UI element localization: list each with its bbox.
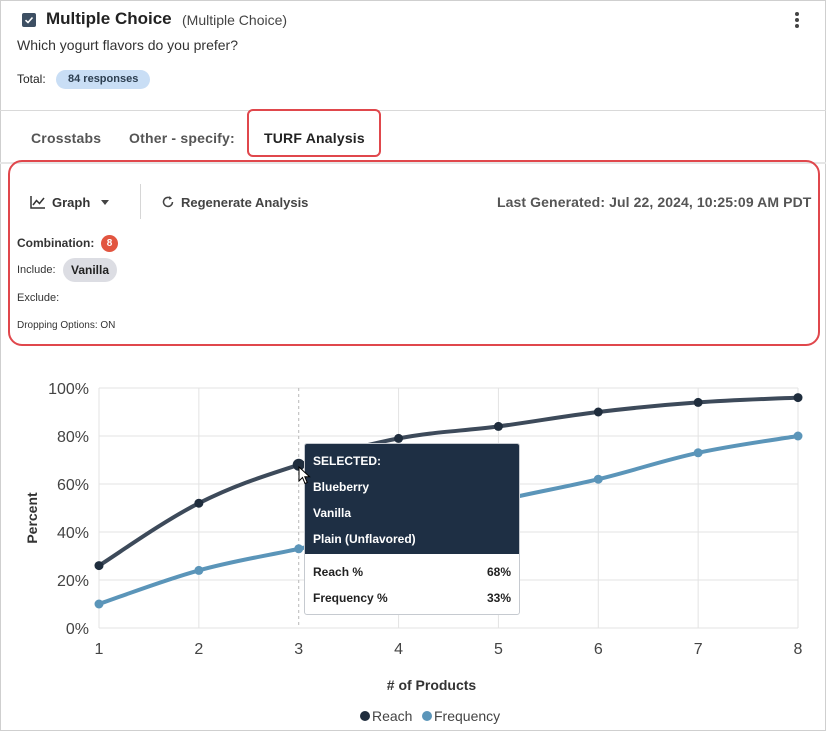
tooltip-item: Vanilla (313, 506, 352, 520)
tooltip-frequency-row: Frequency % 33% (313, 591, 511, 605)
x-tick-label: 4 (394, 641, 403, 658)
turf-line-chart: 0% 20% 40% 60% 80% 100% 1 2 3 4 5 6 7 8 # of Products P… (24, 381, 803, 724)
select-checkbox[interactable] (22, 13, 36, 27)
y-tick-label: 0% (66, 621, 89, 638)
chevron-down-icon (101, 199, 110, 205)
checkmark-icon (24, 16, 34, 24)
y-tick-label: 40% (57, 525, 89, 542)
question-text: Which yogurt flavors do you prefer? (17, 37, 238, 53)
x-tick-label: 5 (494, 641, 503, 658)
x-tick-label: 7 (694, 641, 703, 658)
data-point-reach (394, 433, 404, 443)
view-mode-dropdown[interactable]: Graph (30, 193, 110, 211)
x-tick-label: 1 (95, 641, 104, 658)
regenerate-analysis-button[interactable]: Regenerate Analysis (161, 193, 308, 211)
more-options-icon[interactable] (791, 12, 803, 32)
x-axis-title: # of Products (387, 677, 477, 693)
legend-label: Frequency (434, 708, 500, 724)
x-tick-label: 2 (194, 641, 203, 658)
question-type: (Multiple Choice) (182, 12, 288, 28)
toolbar-separator (140, 184, 141, 219)
y-tick-label: 20% (57, 573, 89, 590)
data-point-reach (693, 397, 703, 407)
y-tick-label: 100% (48, 381, 89, 398)
last-generated-timestamp: Last Generated: Jul 22, 2024, 10:25:09 A… (497, 194, 812, 210)
tooltip-heading: SELECTED: (313, 454, 382, 468)
tab-other-specify[interactable]: Other - specify: (129, 130, 235, 146)
tab-highlight-outline (247, 109, 381, 157)
line-chart-icon (30, 196, 45, 209)
data-point-frequency (693, 448, 703, 458)
tooltip-header (305, 444, 519, 554)
legend-marker-frequency (422, 711, 432, 721)
x-tick-label: 6 (594, 641, 603, 658)
tab-crosstabs[interactable]: Crosstabs (31, 130, 102, 146)
data-point-reach (194, 498, 204, 508)
tabs-divider (0, 162, 826, 164)
header-divider (0, 110, 826, 111)
x-tick-label: 8 (794, 641, 803, 658)
y-tick-label: 80% (57, 429, 89, 446)
view-mode-label: Graph (52, 194, 91, 210)
data-point-frequency (593, 474, 603, 484)
tooltip-row-value: 68% (486, 565, 511, 579)
y-axis-title: Percent (24, 492, 40, 544)
dropping-options-status: Dropping Options: ON (17, 320, 116, 331)
data-point-reach (593, 407, 603, 417)
responses-badge: 84 responses (56, 70, 151, 89)
regenerate-label: Regenerate Analysis (181, 194, 309, 210)
legend-label: Reach (372, 708, 412, 724)
data-point-frequency (194, 565, 204, 575)
tooltip-row-label: Reach % (313, 565, 364, 579)
y-tick-label: 60% (57, 477, 89, 494)
tab-turf-analysis[interactable]: TURF Analysis (264, 130, 365, 146)
tooltip-reach-row: Reach % 68% (313, 565, 511, 579)
combination-count-badge: 8 (101, 235, 118, 252)
include-chip-vanilla[interactable]: Vanilla (63, 258, 118, 282)
analysis-settings-highlight (8, 160, 820, 346)
data-point-frequency (294, 544, 304, 554)
include-label: Include: (17, 264, 56, 276)
x-tick-label: 3 (294, 641, 303, 658)
tooltip-item: Blueberry (313, 480, 370, 494)
data-point-reach (292, 458, 305, 471)
exclude-label: Exclude: (17, 292, 60, 304)
tooltip-item: Plain (Unflavored) (313, 532, 416, 546)
total-label: Total: (17, 72, 46, 86)
refresh-icon (162, 196, 174, 208)
data-point-frequency (793, 431, 803, 441)
series-line-reach (97, 395, 800, 568)
mouse-pointer-icon (298, 466, 311, 485)
question-title: Multiple Choice (46, 9, 172, 28)
combination-label: Combination: (17, 236, 95, 250)
data-point-frequency (94, 599, 104, 609)
data-point-reach (793, 393, 803, 403)
tooltip-row-value: 33% (486, 591, 511, 605)
tooltip-row-label: Frequency % (313, 591, 388, 605)
legend-marker-reach (360, 711, 370, 721)
selected-point-tooltip: SELECTED: Blueberry Vanilla Plain (Unfla… (304, 443, 520, 615)
data-point-reach (493, 421, 503, 431)
data-point-reach (94, 561, 104, 571)
